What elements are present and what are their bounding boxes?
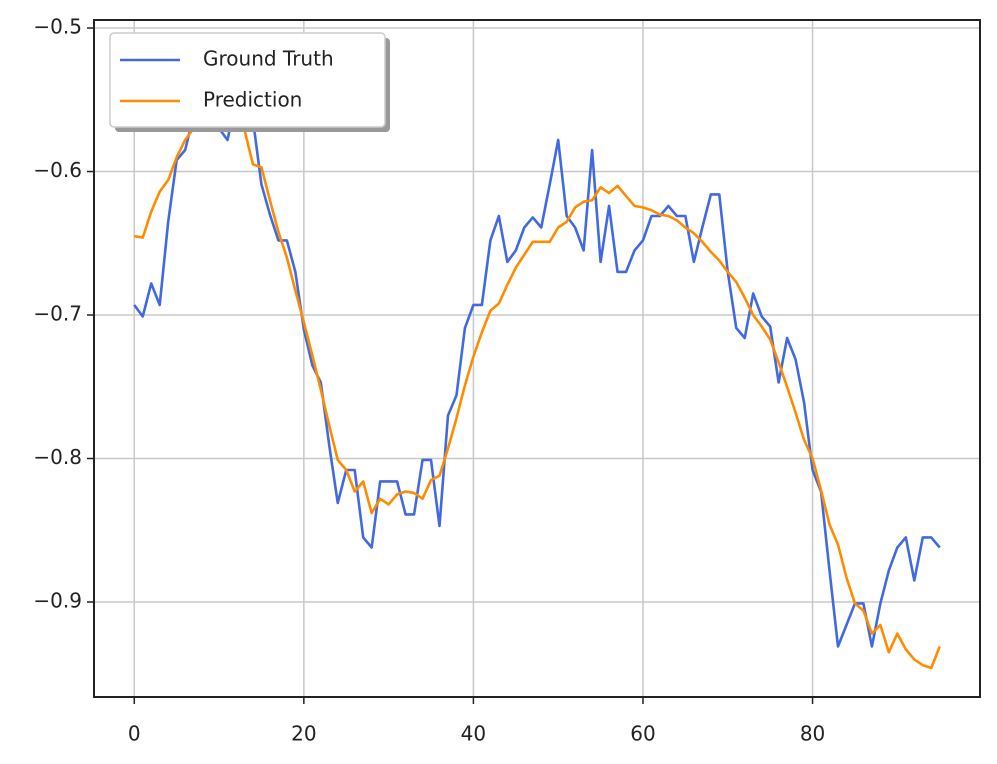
y-tick-label: −0.8 (33, 445, 82, 469)
x-tick-label: 60 (630, 722, 655, 746)
series-line (133, 78, 941, 648)
x-tick-label: 0 (128, 722, 141, 746)
legend-box (109, 32, 386, 128)
x-tick-label: 80 (800, 722, 825, 746)
legend-label: Ground Truth (203, 47, 334, 71)
x-tick-label: 40 (461, 722, 486, 746)
legend-label: Prediction (203, 88, 302, 112)
series-line (134, 98, 941, 670)
plot-frame (93, 19, 981, 698)
x-tick-label: 20 (291, 722, 316, 746)
y-tick-label: −0.5 (33, 15, 82, 39)
y-tick-label: −0.9 (33, 589, 82, 613)
y-tick-label: −0.6 (33, 158, 82, 182)
y-tick-label: −0.7 (33, 302, 82, 326)
